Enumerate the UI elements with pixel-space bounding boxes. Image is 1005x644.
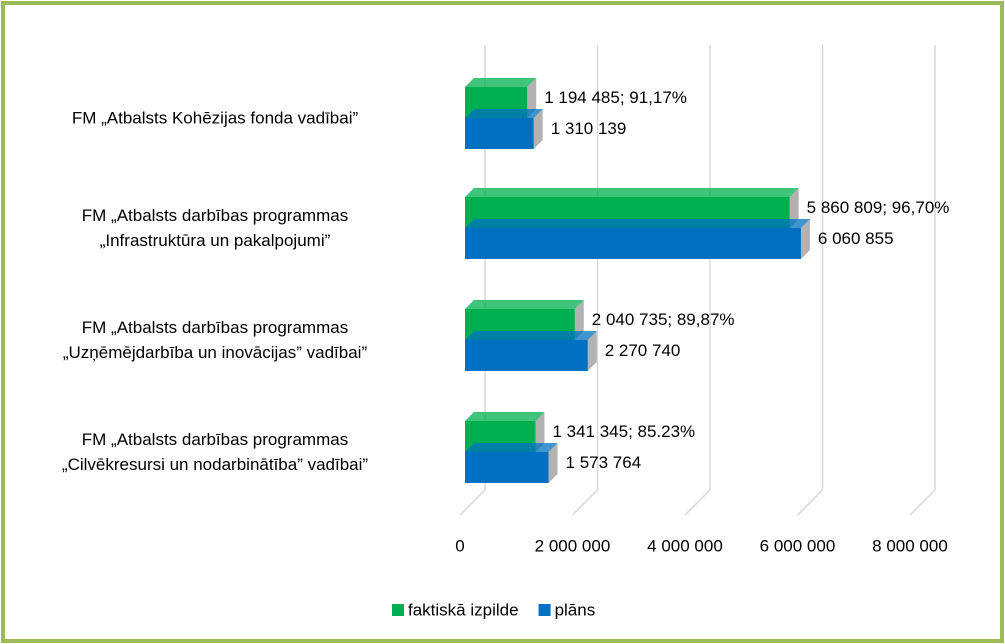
bar-face	[465, 118, 534, 149]
bar-face	[587, 331, 597, 371]
grid-line	[796, 45, 824, 516]
bar-face	[465, 300, 584, 309]
legend-label: plāns	[555, 600, 596, 619]
data-label: 1 194 485; 91,17%	[544, 88, 687, 107]
bar-face	[533, 109, 543, 149]
legend-swatch	[392, 604, 404, 616]
x-tick-label: 2 000 000	[535, 536, 611, 555]
grid-line	[684, 45, 711, 516]
bar-face	[535, 412, 545, 452]
bar-face	[465, 412, 545, 421]
data-label: 2 040 735; 89,87%	[592, 310, 735, 329]
bar-face	[574, 300, 584, 340]
y-tick-label: FM „Atbalsts Kohēzijas fonda vadībai”	[71, 108, 359, 128]
y-tick-label: FM „Atbalsts darbības programmas „Uzņēmē…	[62, 318, 368, 362]
bar-face	[465, 340, 588, 371]
bar-face	[465, 331, 597, 340]
legend-label: faktiskā izpilde	[408, 600, 519, 619]
bar-face	[465, 188, 799, 197]
x-tick-label: 0	[455, 536, 464, 555]
x-tick-label: 6 000 000	[760, 536, 836, 555]
y-tick-label: FM „Atbalsts darbības programmas „Cilvēk…	[61, 430, 369, 474]
legend-swatch	[538, 604, 551, 616]
bar-face	[465, 452, 549, 483]
data-label: 1 341 345; 85.23%	[552, 422, 695, 441]
grid-line	[571, 45, 599, 516]
bar-face	[465, 78, 537, 87]
bar	[465, 443, 558, 483]
data-label: 6 060 855	[818, 229, 894, 248]
data-label: 1 310 139	[551, 119, 627, 138]
data-label: 1 573 764	[566, 453, 642, 472]
bar	[465, 331, 597, 371]
data-label: 2 270 740	[605, 341, 681, 360]
bar-face	[465, 219, 810, 228]
x-tick-label: 8 000 000	[872, 536, 948, 555]
data-label: 5 860 809; 96,70%	[807, 198, 950, 217]
grid-line	[909, 45, 936, 516]
bar-face	[800, 219, 810, 259]
y-tick-label: FM „Atbalsts darbības programmas „Infras…	[81, 206, 349, 250]
bar	[465, 109, 543, 149]
bar-face	[527, 78, 537, 118]
bar-face	[465, 443, 558, 452]
bar-face	[465, 228, 801, 259]
bar-face	[465, 109, 543, 118]
x-tick-label: 4 000 000	[647, 536, 723, 555]
bar-face	[548, 443, 558, 483]
bar	[465, 219, 810, 259]
bar-face	[789, 188, 799, 228]
